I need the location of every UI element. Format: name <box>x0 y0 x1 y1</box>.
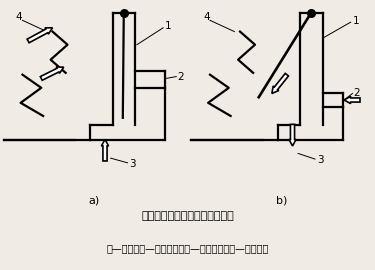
Text: 1: 1 <box>165 21 172 31</box>
Polygon shape <box>289 124 296 146</box>
Text: 图４－１１　三通切换结构示意: 图４－１１ 三通切换结构示意 <box>141 211 234 221</box>
Text: 4: 4 <box>203 12 210 22</box>
Text: １—阀板　２—反吹通道　３—仓室通道　４—净气通道: １—阀板 ２—反吹通道 ３—仓室通道 ４—净气通道 <box>106 243 268 254</box>
Polygon shape <box>344 96 360 104</box>
Text: 1: 1 <box>352 16 359 26</box>
Text: 2: 2 <box>177 72 184 82</box>
Polygon shape <box>272 73 288 93</box>
Text: 3: 3 <box>129 159 136 169</box>
Polygon shape <box>101 139 109 161</box>
Text: 4: 4 <box>15 12 22 22</box>
Text: 2: 2 <box>353 87 360 97</box>
Polygon shape <box>27 28 52 43</box>
Text: a): a) <box>88 195 99 205</box>
Text: b): b) <box>276 195 287 205</box>
Polygon shape <box>40 67 64 80</box>
Text: 3: 3 <box>317 155 324 165</box>
